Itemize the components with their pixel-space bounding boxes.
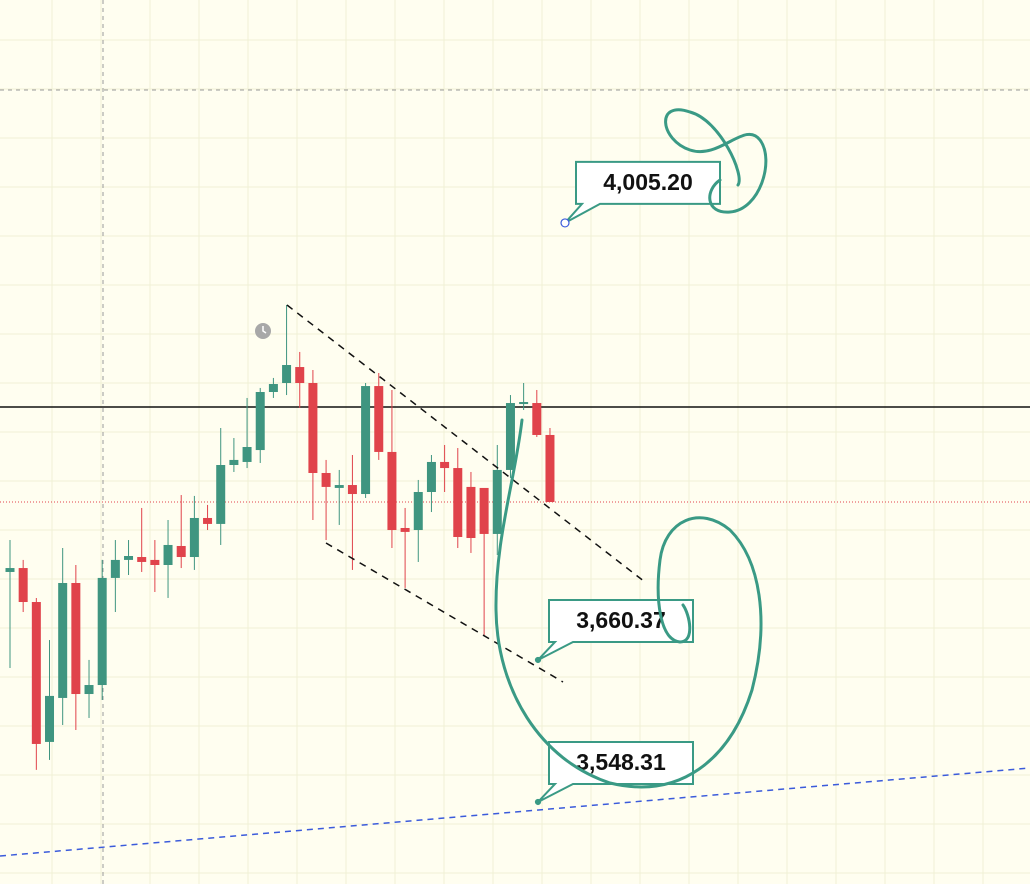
candle-body	[308, 383, 318, 473]
candle-body	[492, 469, 502, 534]
candle-body	[334, 485, 344, 488]
price-labels: 4,005.20 3,660.37 3,548.31	[534, 160, 721, 806]
candle-body	[479, 487, 489, 534]
price-label: 4,005.20	[603, 169, 693, 195]
trend-line-upper	[286, 304, 646, 583]
candle-body	[124, 556, 134, 560]
candle-body	[268, 384, 278, 393]
candle-body	[282, 365, 292, 384]
candle-body	[137, 557, 147, 562]
candle-body	[242, 447, 252, 462]
scribble	[664, 108, 768, 214]
price-point	[560, 218, 570, 228]
levels	[0, 89, 1030, 503]
candle-body	[321, 472, 331, 487]
candles	[5, 304, 555, 770]
candle-body	[71, 582, 81, 695]
callout-box	[537, 598, 694, 661]
candle-body	[203, 517, 213, 524]
scribble	[494, 418, 763, 789]
candle-body	[466, 486, 476, 539]
candle-body	[189, 517, 199, 558]
candle-body	[84, 685, 94, 695]
candle-body	[18, 568, 28, 603]
price-label: 3,660.37	[576, 607, 666, 633]
callout-box	[564, 160, 721, 224]
candle-body	[31, 602, 41, 744]
candle-body	[176, 545, 186, 558]
candle-body	[58, 582, 68, 698]
candle-body	[453, 468, 463, 537]
candle-body	[519, 402, 529, 405]
price-point	[534, 656, 542, 664]
candle-body	[97, 577, 107, 686]
candle-body	[150, 559, 160, 565]
candle-body	[255, 392, 265, 451]
support-line	[0, 767, 1030, 857]
candle-body	[347, 485, 357, 495]
candle-body	[413, 491, 423, 531]
candle-body	[361, 386, 371, 495]
candle-body	[5, 568, 15, 572]
candle-body	[163, 544, 173, 565]
trend-line-lower	[325, 542, 564, 683]
candle-body	[374, 386, 384, 452]
candle-body	[216, 465, 226, 524]
candle-body	[110, 559, 120, 578]
candle-body	[45, 695, 55, 742]
candle-body	[295, 367, 305, 384]
candle-body	[545, 434, 555, 503]
candle-body	[387, 451, 397, 531]
callout-box	[537, 740, 694, 803]
candle-body	[440, 461, 450, 469]
price-label: 3,548.31	[576, 749, 666, 775]
alarm-icon	[255, 323, 271, 339]
candle-body	[400, 527, 410, 532]
price-point	[534, 798, 542, 806]
candle-body	[505, 403, 515, 470]
candle-body	[426, 461, 436, 492]
candle-body	[229, 459, 239, 466]
candle-body	[532, 403, 542, 435]
